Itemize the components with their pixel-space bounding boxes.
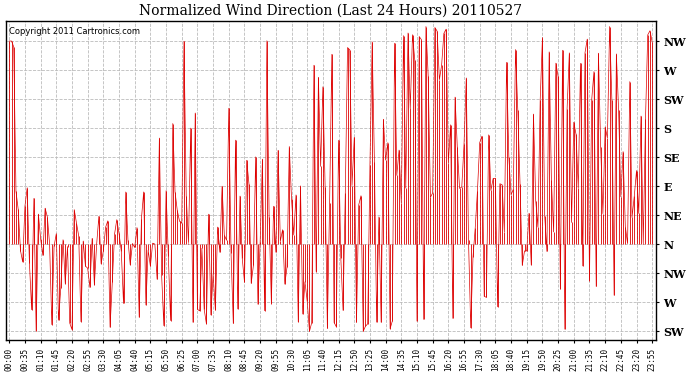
Title: Normalized Wind Direction (Last 24 Hours) 20110527: Normalized Wind Direction (Last 24 Hours… — [139, 4, 522, 18]
Text: Copyright 2011 Cartronics.com: Copyright 2011 Cartronics.com — [9, 27, 140, 36]
